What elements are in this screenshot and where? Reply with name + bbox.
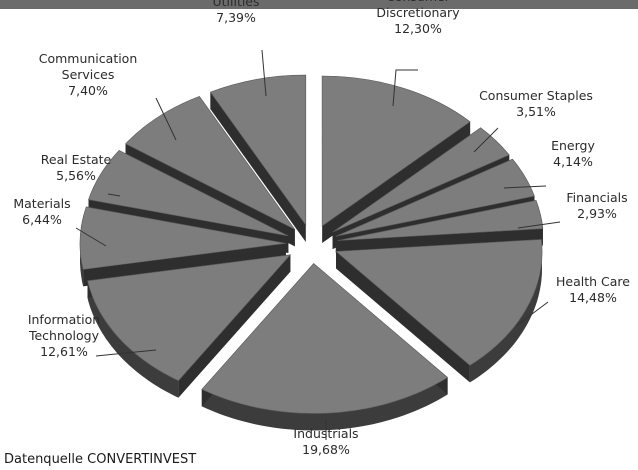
leader-line-3 bbox=[517, 221, 561, 229]
leader-line-8 bbox=[107, 193, 121, 197]
pie-slice-wall-4-1 bbox=[336, 251, 470, 383]
pie-slice-top-6 bbox=[87, 254, 292, 382]
slice-category-0: Consumer bbox=[386, 0, 451, 4]
labels-layer: ConsumerDiscretionary12,30%Consumer Stap… bbox=[13, 0, 630, 457]
leader-line-7 bbox=[75, 227, 107, 247]
pie-slice-side-5 bbox=[201, 377, 448, 431]
pie-slice-top-2 bbox=[335, 158, 535, 237]
slice-category-10: Utilities bbox=[212, 0, 259, 9]
slice-category-2: Energy bbox=[551, 138, 595, 153]
slice-value-1: 3,51% bbox=[516, 104, 556, 119]
slice-category-8: Real Estate bbox=[41, 152, 112, 167]
pie-slice-side-4 bbox=[469, 239, 542, 383]
pie-slice-top-4 bbox=[335, 239, 543, 366]
slice-value-6: 12,61% bbox=[40, 344, 88, 359]
slice-category-0: Discretionary bbox=[376, 5, 460, 20]
slice-category-5: Industrials bbox=[293, 426, 358, 441]
leader-line-9 bbox=[155, 97, 177, 141]
pie-slice-top-10 bbox=[209, 74, 307, 226]
slice-value-8: 5,56% bbox=[56, 168, 96, 183]
pie-slice-5 bbox=[201, 263, 449, 431]
pie-slice-wall-10-0 bbox=[210, 92, 306, 243]
pie-slice-wall-0-1 bbox=[322, 121, 471, 244]
pie-slice-0 bbox=[321, 75, 471, 244]
top-bar bbox=[0, 0, 638, 9]
slice-value-5: 19,68% bbox=[302, 442, 350, 457]
leader-line-10 bbox=[261, 49, 267, 97]
slice-label-0: ConsumerDiscretionary12,30% bbox=[376, 0, 460, 107]
slice-value-2: 4,14% bbox=[553, 154, 593, 169]
pie-slice-top-9 bbox=[125, 96, 296, 230]
pie-slice-4 bbox=[335, 239, 543, 383]
pie-slice-top-5 bbox=[201, 263, 449, 414]
slice-value-3: 2,93% bbox=[577, 206, 617, 221]
slice-value-10: 7,39% bbox=[216, 10, 256, 25]
leader-line-0 bbox=[392, 69, 418, 107]
leader-line-1 bbox=[473, 127, 499, 153]
pie-slice-top-3 bbox=[337, 200, 544, 241]
leader-line-6 bbox=[95, 349, 157, 357]
pie-slice-wall-6-0 bbox=[178, 254, 291, 398]
pie-slice-10 bbox=[209, 74, 307, 243]
source-note: Datenquelle CONVERTINVEST bbox=[4, 452, 197, 467]
slices-layer bbox=[79, 74, 544, 431]
pie-slice-top-7 bbox=[79, 206, 287, 270]
slice-category-3: Financials bbox=[566, 190, 627, 205]
leader-line-4 bbox=[515, 301, 549, 327]
pie-slice-top-1 bbox=[332, 127, 510, 233]
pie-slice-6 bbox=[87, 254, 292, 398]
slice-value-9: 7,40% bbox=[68, 83, 108, 98]
slice-value-7: 6,44% bbox=[22, 212, 62, 227]
leader-line-2 bbox=[503, 185, 547, 189]
slice-category-1: Consumer Staples bbox=[479, 88, 593, 103]
slice-category-9: Communication bbox=[39, 51, 138, 66]
slice-category-4: Health Care bbox=[556, 274, 630, 289]
slice-category-6: Technology bbox=[28, 328, 100, 343]
slice-category-6: Information bbox=[28, 312, 100, 327]
pie-slice-top-0 bbox=[321, 75, 471, 227]
slice-value-0: 12,30% bbox=[394, 21, 442, 36]
pie-slice-top-8 bbox=[88, 150, 289, 237]
slice-category-9: Services bbox=[62, 67, 115, 82]
slice-value-4: 14,48% bbox=[569, 290, 617, 305]
slice-category-7: Materials bbox=[13, 196, 70, 211]
